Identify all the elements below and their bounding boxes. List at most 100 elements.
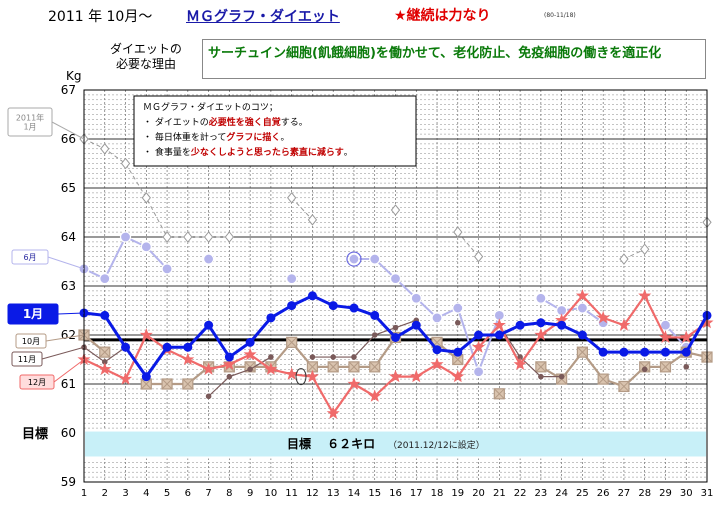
x-tick-label: 26 [597, 488, 610, 499]
x-tick-label: 24 [555, 488, 568, 499]
data-point [370, 254, 380, 264]
data-point [287, 274, 297, 284]
data-point [247, 367, 253, 373]
data-point [372, 332, 378, 338]
x-tick-label: 17 [410, 488, 423, 499]
legend-label: 10月 [22, 337, 40, 346]
x-tick-label: 3 [122, 488, 128, 499]
data-point [330, 354, 336, 360]
data-point [351, 354, 357, 360]
goal-axis-label: 目標 [22, 426, 48, 442]
data-point [393, 325, 399, 331]
data-point [370, 311, 379, 320]
data-point [183, 343, 192, 352]
x-tick-label: 23 [534, 488, 547, 499]
y-tick-label: 60 [61, 426, 76, 440]
data-point [599, 348, 608, 357]
tips-item-2: ・ 毎日体重を計ってグラフに描く。 [143, 131, 289, 143]
legend-label: 1月 [23, 307, 43, 321]
data-point [433, 345, 442, 354]
x-tick-label: 21 [493, 488, 506, 499]
x-tick-label: 11 [285, 488, 298, 499]
legend-label: 11月 [18, 355, 36, 364]
legend-jun: 6月 [12, 250, 84, 269]
data-point [391, 333, 400, 342]
data-point [121, 343, 130, 352]
x-tick-label: 22 [514, 488, 527, 499]
data-point [411, 293, 421, 303]
data-point [266, 313, 275, 322]
data-point [640, 348, 649, 357]
data-point [538, 374, 544, 380]
data-point [206, 393, 212, 399]
x-tick-label: 5 [164, 488, 170, 499]
data-point [559, 374, 565, 380]
y-tick-label: 61 [61, 377, 76, 391]
data-point [163, 343, 172, 352]
data-point [349, 254, 359, 264]
data-point [453, 348, 462, 357]
x-tick-label: 16 [389, 488, 402, 499]
x-tick-label: 2 [102, 488, 108, 499]
data-point [204, 254, 214, 264]
data-point [268, 354, 274, 360]
legend-label: 12月 [28, 378, 46, 387]
data-point [227, 374, 233, 380]
data-point [204, 321, 213, 330]
data-point [474, 367, 484, 377]
data-point [287, 301, 296, 310]
data-point [391, 274, 401, 284]
x-tick-label: 15 [368, 488, 381, 499]
data-point [683, 364, 689, 370]
x-tick-label: 10 [265, 488, 278, 499]
data-point [225, 353, 234, 362]
data-point [619, 348, 628, 357]
goal-text: 目標 ６２キロ [287, 436, 375, 451]
data-point [412, 321, 421, 330]
series-legend: 2011年1月6月10月11月12月1月 [8, 108, 84, 389]
y-tick-label: 62 [61, 328, 76, 342]
tips-item-1: ・ ダイエットの必要性を強く自覚する。 [143, 116, 308, 128]
data-point [455, 320, 461, 326]
x-tick-label: 1 [81, 488, 87, 499]
data-point [432, 313, 442, 323]
data-point [474, 331, 483, 340]
data-point [162, 264, 172, 274]
tips-item-3: ・ 食事量を少なくしようと思ったら素直に減らす。 [143, 146, 353, 158]
data-point [100, 274, 110, 284]
legend-label: 6月 [23, 253, 36, 262]
x-tick-label: 28 [638, 488, 651, 499]
x-tick-label: 19 [451, 488, 464, 499]
weight-chart: 目標 ６２キロ （2011.12/12に設定） 1234567891011121… [0, 0, 723, 508]
data-point [308, 291, 317, 300]
x-tick-label: 31 [701, 488, 714, 499]
data-point [495, 331, 504, 340]
data-point [577, 303, 587, 313]
x-tick-label: 27 [618, 488, 631, 499]
x-tick-label: 8 [226, 488, 232, 499]
data-point [516, 321, 525, 330]
x-tick-label: 4 [143, 488, 149, 499]
x-tick-label: 14 [348, 488, 361, 499]
data-point [453, 303, 463, 313]
y-tick-label: 64 [61, 230, 76, 244]
tips-box: ＭＧグラフ・ダイエットのコツ； ・ ダイエットの必要性を強く自覚する。 ・ 毎日… [134, 96, 416, 166]
x-tick-label: 25 [576, 488, 589, 499]
x-tick-label: 12 [306, 488, 319, 499]
data-point [329, 301, 338, 310]
legend-pointer [48, 257, 84, 269]
y-tick-label: 63 [61, 279, 76, 293]
data-point [142, 372, 151, 381]
data-point [246, 338, 255, 347]
data-point [310, 354, 316, 360]
data-point [536, 318, 545, 327]
tips-title: ＭＧグラフ・ダイエットのコツ； [143, 101, 278, 113]
data-point [682, 348, 691, 357]
x-tick-label: 29 [659, 488, 672, 499]
x-tick-label: 7 [205, 488, 211, 499]
y-axis-unit: Kg [66, 69, 82, 83]
data-point [141, 242, 151, 252]
x-tick-label: 30 [680, 488, 693, 499]
legend-jan: 1月 [8, 304, 84, 324]
legend-nov: 11月 [12, 347, 84, 366]
